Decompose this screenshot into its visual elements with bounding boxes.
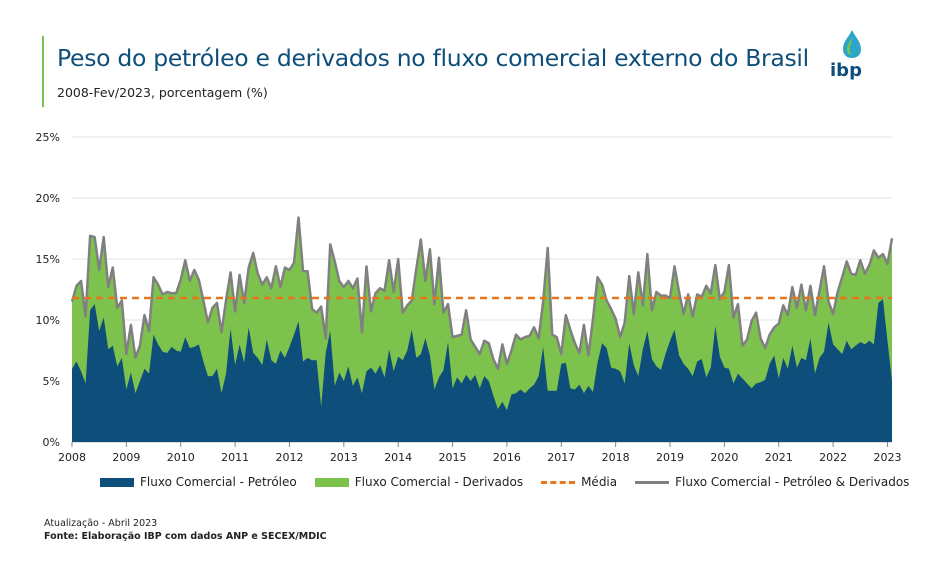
stacked-areas (72, 217, 892, 442)
y-tick-label: 5% (43, 375, 60, 388)
line-petroleo-derivados (70, 216, 894, 371)
legend-label-derivados: Fluxo Comercial - Derivados (354, 475, 524, 489)
y-tick-label: 25% (36, 131, 60, 144)
legend-label-media: Média (581, 475, 618, 489)
chart-area: 0% 5% 10% 15% 20% 25% 2008 2009 2010 2011 2012 201… (36, 131, 902, 464)
x-tick-label: 2012 (275, 451, 303, 464)
legend: Fluxo Comercial - Petróleo Fluxo Comerci… (100, 475, 927, 489)
x-tick-label: 2015 (439, 451, 467, 464)
y-tick-label: 0% (43, 436, 60, 449)
x-tick-label: 2023 (873, 451, 901, 464)
legend-item-total: Fluxo Comercial - Petróleo & Derivados (635, 475, 909, 489)
y-tick-label: 20% (36, 192, 60, 205)
legend-label-total: Fluxo Comercial - Petróleo & Derivados (675, 475, 910, 489)
x-tick-label: 2017 (547, 451, 575, 464)
legend-item-media: Média (541, 475, 617, 489)
legend-swatch-petroleo (100, 477, 134, 487)
x-tick-label: 2019 (656, 451, 684, 464)
ibp-logo: ibp (830, 30, 862, 80)
x-tick-label: 2010 (167, 451, 195, 464)
x-tick-label: 2018 (602, 451, 630, 464)
area-petroleo (72, 299, 892, 442)
legend-item-derivados: Fluxo Comercial - Derivados (314, 475, 524, 489)
x-tick-label: 2014 (384, 451, 412, 464)
legend-swatch-media (541, 480, 576, 484)
y-axis-ticks: 0% 5% 10% 15% 20% 25% (36, 131, 60, 449)
y-tick-label: 15% (36, 253, 60, 266)
chart-subtitle: 2008-Fev/2023, porcentagem (%) (57, 85, 268, 100)
footer-updated: Atualização - Abril 2023 (44, 518, 158, 529)
x-tick-label: 2022 (819, 451, 847, 464)
chart-title: Peso do petróleo e derivados no fluxo co… (57, 44, 809, 72)
y-tick-label: 10% (36, 314, 60, 327)
footer-source: Fonte: Elaboração IBP com dados ANP e SE… (44, 531, 327, 542)
x-tick-label: 2011 (221, 451, 249, 464)
legend-label-petroleo: Fluxo Comercial - Petróleo (140, 475, 297, 489)
series-lines (70, 216, 894, 371)
x-tick-label: 2021 (765, 451, 793, 464)
title-accent-bar (42, 36, 44, 107)
x-tick-label: 2016 (493, 451, 521, 464)
legend-swatch-derivados (314, 477, 349, 487)
legend-item-petroleo: Fluxo Comercial - Petróleo (100, 475, 297, 489)
x-tick-label: 2020 (710, 451, 738, 464)
x-tick-label: 2013 (330, 451, 358, 464)
x-axis-ticks: 2008 2009 2010 2011 2012 2013 2014 2015 2016 2017… (58, 442, 901, 464)
legend-swatch-total (635, 480, 670, 484)
ibp-logo-text: ibp (830, 60, 862, 80)
x-tick-label: 2008 (58, 451, 86, 464)
x-tick-label: 2009 (112, 451, 140, 464)
